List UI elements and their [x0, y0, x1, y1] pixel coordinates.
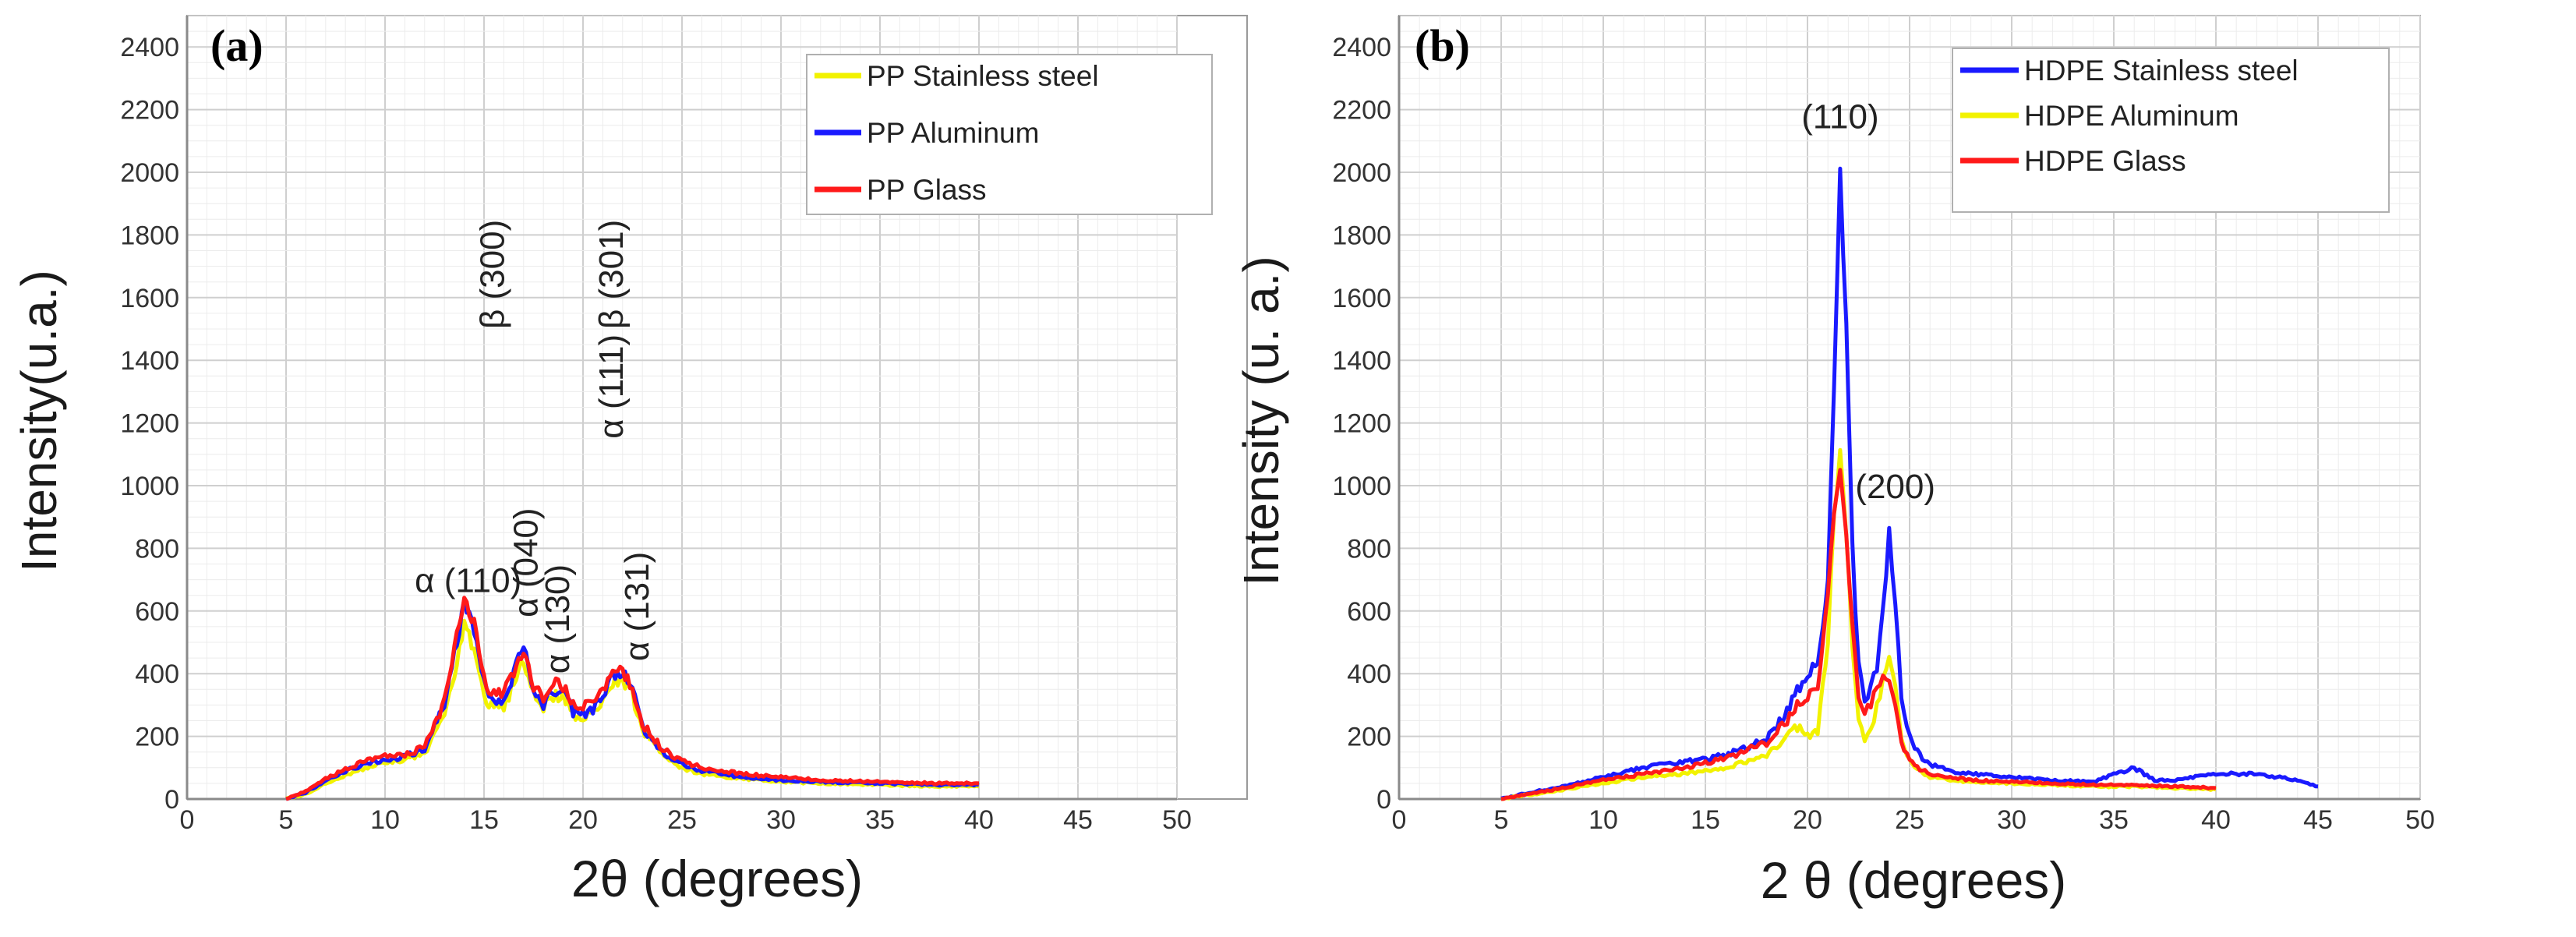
y-tick-label: 0	[164, 785, 179, 815]
y-tick-label: 1400	[1332, 346, 1391, 376]
panel-label-a: (a)	[210, 20, 263, 71]
y-tick-label: 800	[135, 534, 179, 564]
x-tick-label: 30	[1997, 805, 2027, 835]
y-tick-label: 1800	[1332, 221, 1391, 250]
series-group-b	[1500, 166, 2319, 801]
y-tick-label: 1600	[1332, 284, 1391, 313]
chart-panel-b: 0 5 10 15 20 25 30 35 40 45 50 0 200 400 600 800 1000 120…	[1233, 15, 2435, 909]
x-axis-title-a: 2θ (degrees)	[571, 850, 863, 907]
x-tick-label: 10	[370, 805, 400, 835]
peak-annotation: (110)	[1801, 98, 1878, 136]
series-line-pp-glass	[285, 596, 980, 801]
y-tick-label: 2400	[120, 33, 179, 62]
x-tick-label: 40	[2201, 805, 2231, 835]
y-tick-label: 1600	[120, 284, 179, 313]
peak-annotation: β (301)	[592, 220, 631, 329]
y-tick-label: 0	[1376, 785, 1391, 815]
x-tick-label: 15	[1691, 805, 1720, 835]
x-tick-label: 35	[2099, 805, 2129, 835]
x-tick-label: 45	[2303, 805, 2333, 835]
y-tick-label: 600	[1347, 597, 1391, 627]
y-tick-label: 1800	[120, 221, 179, 250]
y-axis-title-b: Intensity (u. a.)	[1233, 256, 1289, 585]
x-tick-label: 40	[964, 805, 994, 835]
y-tick-label: 800	[1347, 534, 1391, 564]
y-tick-label: 2400	[1332, 33, 1391, 62]
legend-label-pp-aluminum: PP Aluminum	[867, 117, 1039, 149]
legend-a: PP Stainless steel PP Aluminum PP Glass	[806, 54, 1213, 215]
peak-annotation: α (131)	[618, 552, 656, 661]
x-tick-label: 25	[667, 805, 697, 835]
series-line-hdpe-glass	[1500, 468, 2217, 801]
peak-annotation: α (110)	[415, 562, 521, 600]
x-tick-label: 50	[2405, 805, 2435, 835]
legend-label-pp-glass: PP Glass	[867, 174, 987, 206]
y-tick-label: 1400	[120, 346, 179, 376]
legend-label-hdpe-glass: HDPE Glass	[2024, 145, 2186, 177]
x-tick-label: 0	[180, 805, 195, 835]
peak-annotation: β (300)	[473, 220, 511, 329]
legend-label-hdpe-stainless: HDPE Stainless steel	[2024, 55, 2299, 87]
peak-annotation: α (111)	[592, 334, 631, 439]
series-line-hdpe-stainless-steel	[1500, 166, 2319, 801]
peak-annotation: α (040)	[507, 507, 546, 617]
y-tick-label: 400	[1347, 659, 1391, 689]
y-tick-label: 2200	[120, 96, 179, 126]
peak-annotation: (200)	[1855, 468, 1935, 506]
x-tick-label: 5	[279, 805, 294, 835]
x-axis-title-b: 2 θ (degrees)	[1761, 851, 2067, 909]
axis-ticks-a: 0 5 10 15 20 25 30 35 40 45 50 0 200 400 600 800 1000 120…	[120, 16, 1192, 835]
panel-label-b: (b)	[1415, 20, 1470, 71]
chart-panel-a: 0 5 10 15 20 25 30 35 40 45 50 0 200 400 600 800 1000 120…	[11, 15, 1248, 907]
x-tick-label: 5	[1494, 805, 1509, 835]
y-tick-label: 2000	[1332, 158, 1391, 188]
legend-box-a	[806, 54, 1213, 215]
annotations-a: α (110) β (300) α (040)α (130) α (111) β (30…	[415, 220, 656, 674]
axis-ticks-b: 0 5 10 15 20 25 30 35 40 45 50 0 200 400 600 800 1000 120…	[1332, 16, 2435, 835]
y-tick-label: 2200	[1332, 96, 1391, 126]
x-tick-label: 20	[1793, 805, 1822, 835]
peak-annotation: α (130)	[539, 564, 577, 674]
y-tick-label: 200	[1347, 723, 1391, 752]
x-tick-label: 45	[1063, 805, 1093, 835]
x-tick-label: 10	[1588, 805, 1618, 835]
y-tick-label: 1000	[120, 472, 179, 501]
x-tick-label: 50	[1162, 805, 1192, 835]
y-tick-label: 200	[135, 723, 179, 752]
x-tick-label: 25	[1895, 805, 1924, 835]
x-tick-label: 35	[865, 805, 895, 835]
y-tick-label: 600	[135, 597, 179, 627]
y-tick-label: 1000	[1332, 472, 1391, 501]
legend-label-hdpe-aluminum: HDPE Aluminum	[2024, 100, 2239, 132]
x-tick-label: 0	[1392, 805, 1407, 835]
y-tick-label: 1200	[120, 409, 179, 439]
legend-box-b	[1952, 48, 2390, 213]
y-tick-label: 2000	[120, 158, 179, 188]
x-tick-label: 20	[568, 805, 598, 835]
legend-label-pp-stainless: PP Stainless steel	[867, 60, 1099, 92]
y-tick-label: 400	[135, 659, 179, 689]
series-group-a	[285, 596, 980, 801]
legend-b: HDPE Stainless steel HDPE Aluminum HDPE …	[1952, 48, 2390, 213]
x-tick-label: 30	[766, 805, 796, 835]
x-tick-label: 15	[469, 805, 499, 835]
annotations-b: (110) (200)	[1801, 98, 1935, 506]
y-axis-title-a: Intensity(u.a.)	[11, 270, 67, 572]
y-tick-label: 1200	[1332, 409, 1391, 439]
